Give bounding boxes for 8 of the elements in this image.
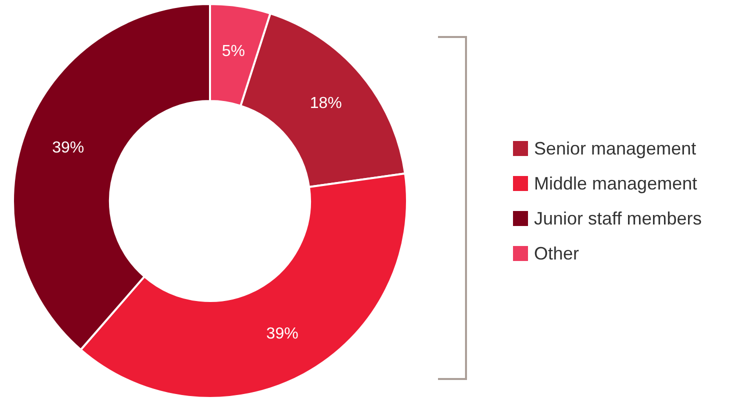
data-label: 39% — [266, 326, 298, 343]
legend-label: Other — [534, 244, 580, 264]
data-label: 5% — [222, 42, 246, 60]
data-label: 18% — [310, 94, 342, 112]
data-label: 39% — [52, 139, 84, 156]
legend-label: Middle management — [534, 174, 698, 194]
legend-label: Junior staff members — [534, 208, 702, 228]
legend-label: Senior management — [534, 138, 696, 158]
